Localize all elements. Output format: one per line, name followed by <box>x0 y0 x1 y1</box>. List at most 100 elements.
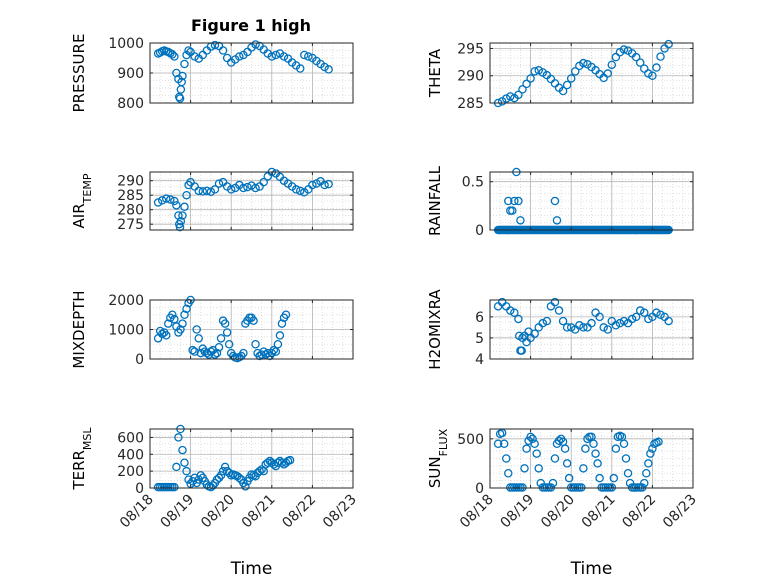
data-point <box>656 52 665 61</box>
data-point <box>566 323 576 332</box>
data-point <box>198 187 208 196</box>
data-point <box>510 308 519 317</box>
data-point <box>291 185 301 194</box>
data-point <box>640 308 649 317</box>
y-tick-label: 290 <box>457 69 484 85</box>
y-axis-label: SUNFLUX <box>426 428 450 488</box>
data-point <box>581 444 590 453</box>
data-point <box>532 449 541 458</box>
y-tick-label: 4 <box>475 352 484 368</box>
y-tick-label: 285 <box>117 188 144 204</box>
data-point <box>273 339 283 349</box>
data-point <box>579 323 588 332</box>
data-point <box>170 482 179 492</box>
data-point <box>182 304 191 314</box>
data-point <box>206 187 216 196</box>
axes-box <box>489 171 694 231</box>
x-axis-label: Time <box>570 559 613 579</box>
subplot-1: 800 900 1000 PRESSURE <box>70 34 354 113</box>
data-point <box>534 66 543 75</box>
data-point <box>644 314 653 324</box>
data-point <box>170 314 179 324</box>
data-point <box>174 433 183 442</box>
y-tick-label: 1000 <box>108 323 144 339</box>
data-point <box>654 437 663 447</box>
data-point <box>235 52 244 61</box>
data-point <box>216 471 226 480</box>
data-point <box>619 439 629 448</box>
data-point <box>571 67 580 76</box>
data-point <box>664 316 673 326</box>
data-point <box>218 46 228 55</box>
data-point <box>210 350 220 359</box>
data-point <box>271 347 281 356</box>
y-tick-label: 2000 <box>108 293 144 309</box>
data-point <box>530 439 539 448</box>
data-point <box>241 482 250 491</box>
y-tick-label: 400 <box>117 447 144 463</box>
y-tick-label: 6 <box>475 310 484 326</box>
data-point <box>192 325 201 334</box>
subplot-4: 0 0.5 RAINFALL <box>426 165 694 239</box>
data-point <box>312 179 321 188</box>
data-point <box>190 347 199 356</box>
data-point <box>239 348 248 358</box>
y-tick-label: 500 <box>457 432 484 448</box>
data-point <box>212 348 222 358</box>
data-point <box>560 444 570 453</box>
data-point <box>550 196 560 206</box>
data-point <box>249 316 258 325</box>
axes-box <box>489 299 694 360</box>
y-tick-label: 0 <box>135 481 144 497</box>
data-point <box>295 64 305 73</box>
data-point <box>504 468 513 478</box>
data-point <box>180 310 189 319</box>
x-axis-label: Time <box>230 559 273 579</box>
data-point <box>275 331 285 340</box>
y-tick-label: 0.5 <box>462 175 484 191</box>
data-point <box>216 334 226 343</box>
axes-box <box>489 42 694 104</box>
data-point <box>587 318 596 328</box>
data-point <box>603 325 612 334</box>
subplot-6: 4 5 6 H2OMIXRA <box>426 289 694 370</box>
data-point <box>554 306 564 315</box>
data-point <box>273 458 283 467</box>
data-point <box>295 186 305 196</box>
data-series <box>153 295 291 363</box>
y-axis-label: PRESSURE <box>70 34 88 113</box>
data-point <box>631 312 641 322</box>
data-point <box>153 198 163 207</box>
data-point <box>281 310 291 319</box>
data-point <box>222 328 232 337</box>
data-point <box>214 342 224 352</box>
data-point <box>652 63 661 72</box>
data-point <box>271 50 281 60</box>
data-point <box>583 434 592 444</box>
data-point <box>257 465 266 474</box>
data-point <box>180 202 189 212</box>
data-series <box>493 39 673 108</box>
data-point <box>635 306 645 315</box>
data-point <box>611 444 621 453</box>
data-point <box>220 462 230 472</box>
data-point <box>646 449 655 458</box>
data-point <box>188 345 197 355</box>
data-point <box>178 71 187 81</box>
data-point <box>522 444 531 453</box>
data-point <box>640 478 649 488</box>
data-point <box>501 454 511 463</box>
data-point <box>300 50 309 60</box>
y-tick-label: 295 <box>457 41 484 57</box>
data-point <box>168 50 177 59</box>
y-axis-label: TERRMSL <box>70 427 94 491</box>
data-point <box>514 314 523 324</box>
data-point <box>261 350 270 359</box>
data-point <box>324 179 333 189</box>
data-series <box>493 297 673 355</box>
data-point <box>210 185 220 194</box>
data-point <box>595 312 604 322</box>
data-point <box>180 59 189 69</box>
data-point <box>648 444 657 453</box>
